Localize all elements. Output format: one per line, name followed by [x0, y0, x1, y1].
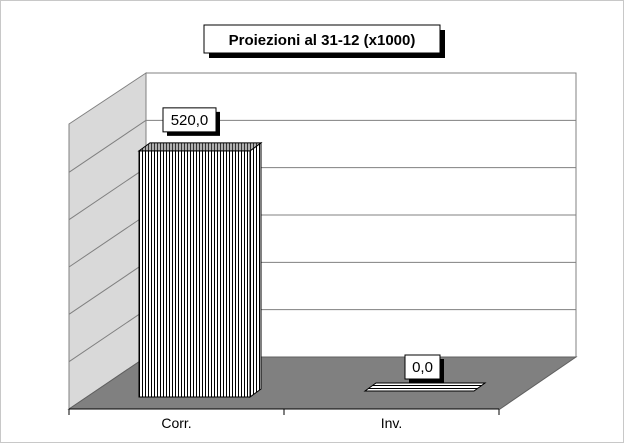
bar-front	[138, 150, 251, 398]
gridline-side	[68, 119, 147, 173]
gridline-side	[68, 261, 147, 315]
gridline-side	[68, 309, 147, 363]
bar-2	[363, 382, 487, 392]
bar-top	[137, 142, 263, 152]
data-label-text: 0,0	[412, 359, 433, 376]
category-axis: Corr. Inv.	[68, 408, 500, 431]
chart-title-box: Proiezioni al 31-12 (x1000)	[203, 24, 445, 58]
category-label-2: Inv.	[381, 415, 403, 431]
bar-side	[249, 141, 262, 398]
data-labels: 520,0 0,0	[162, 107, 444, 383]
bars	[137, 141, 487, 398]
chart-title: Proiezioni al 31-12 (x1000)	[229, 32, 416, 49]
category-label-1: Corr.	[161, 415, 191, 431]
data-label-2: 0,0	[404, 354, 444, 383]
bar-flat	[363, 382, 487, 392]
gridline-side	[68, 167, 147, 221]
data-label-text: 520,0	[171, 112, 209, 129]
bar-1	[137, 141, 263, 398]
data-label-1: 520,0	[162, 107, 220, 136]
gridline-side	[68, 214, 147, 268]
